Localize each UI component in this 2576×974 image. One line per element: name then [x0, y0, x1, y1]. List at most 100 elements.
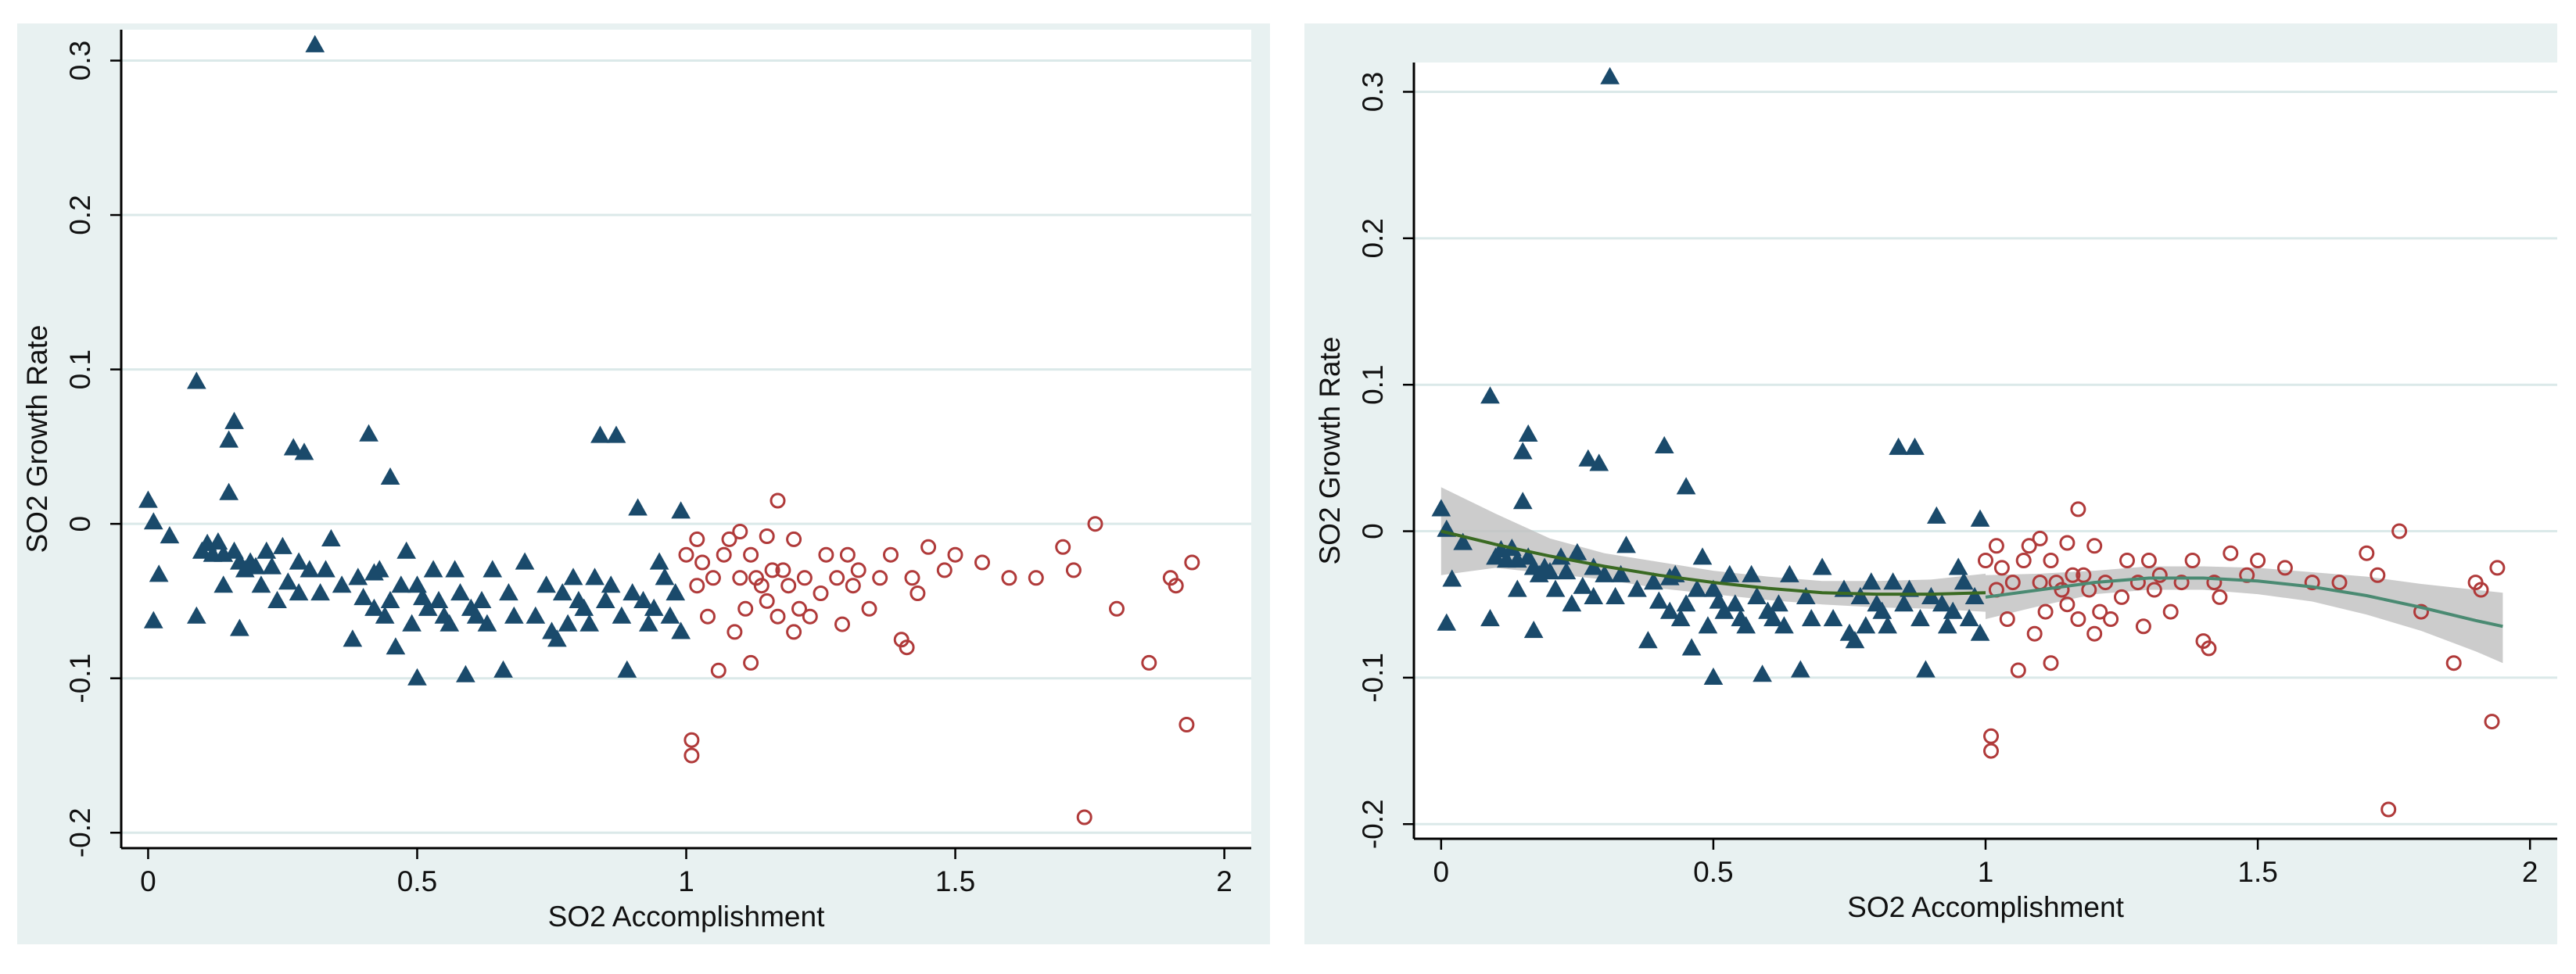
circle-point	[2092, 603, 2108, 620]
triangle-point	[321, 528, 341, 546]
circle-point	[791, 600, 807, 617]
circle-point	[732, 570, 748, 586]
triangle-point	[257, 541, 277, 559]
x-tick-label: 2	[2522, 856, 2538, 888]
triangle-point	[1670, 609, 1691, 627]
triangle-point	[649, 552, 669, 570]
circle-point	[1983, 728, 1999, 744]
circle-point	[737, 600, 754, 617]
circle-point	[1184, 554, 1200, 571]
triangle-point	[617, 660, 637, 678]
y-tick-label: 0.3	[1357, 72, 1389, 112]
circle-point	[2151, 567, 2168, 583]
triangle-point	[666, 583, 686, 601]
x-tick-label: 0	[1433, 856, 1450, 888]
circle-point	[786, 624, 802, 640]
x-tick-label: 1	[1978, 856, 1994, 888]
right-scatter-chart: -0.2 -0.1 0 0.1 0.2 0.3 0 0.5 1 1.5 2 SO2 Accomplis…	[1314, 63, 2557, 923]
triangle-point	[1753, 664, 1772, 682]
triangle-point	[1900, 579, 1919, 597]
y-tick-label: -0.2	[64, 807, 96, 858]
triangle-point	[289, 583, 309, 601]
x-tick-label: 0	[140, 865, 156, 897]
circle-point	[2010, 662, 2026, 679]
circle-point	[1978, 553, 1993, 568]
triangle-point	[606, 425, 626, 443]
circle-point	[683, 732, 700, 748]
triangle-point	[1676, 477, 1696, 495]
circle-point	[694, 554, 711, 571]
y-tick-label: 0.2	[1357, 218, 1389, 258]
triangle-point	[526, 606, 546, 624]
circle-point	[716, 546, 732, 563]
triangle-point	[1480, 386, 1500, 404]
circle-point	[1065, 562, 1082, 578]
triangle-point	[353, 588, 373, 606]
circle-point	[2370, 567, 2386, 583]
circle-point	[2076, 567, 2092, 583]
circle-point	[2086, 625, 2103, 642]
triangle-point	[1861, 572, 1882, 590]
circle-point	[780, 578, 797, 594]
triangle-point	[439, 614, 460, 632]
triangle-point	[579, 614, 599, 632]
circle-point	[775, 562, 791, 578]
triangle-point	[558, 614, 578, 632]
circle-point	[839, 546, 856, 563]
circle-point	[2070, 501, 2086, 517]
triangle-point	[1627, 579, 1647, 597]
triangle-point	[402, 614, 422, 632]
circle-point	[2054, 582, 2070, 598]
triangle-point	[1948, 557, 1968, 575]
triangle-point	[660, 606, 680, 624]
triangle-point	[1644, 572, 1663, 590]
triangle-point	[1774, 616, 1794, 634]
triangle-point	[219, 430, 239, 448]
circle-point	[2021, 538, 2037, 554]
circle-point	[705, 570, 721, 586]
circle-point	[700, 608, 716, 625]
circle-point	[845, 578, 861, 594]
circle-point	[764, 562, 780, 578]
triangle-point	[369, 560, 389, 578]
x-axis-title: SO2 Accomplishment	[1847, 891, 2124, 923]
triangle-point	[1856, 616, 1876, 634]
y-tick-label: 0.2	[64, 195, 96, 235]
triangle-point	[1796, 586, 1816, 604]
triangle-point	[1801, 609, 1821, 627]
circle-point	[2114, 589, 2129, 605]
triangle-point	[429, 590, 449, 608]
fit-line	[1985, 576, 2503, 628]
circle-point	[786, 531, 802, 547]
circle-point	[678, 546, 694, 563]
circle-point	[753, 578, 770, 594]
circle-point	[2359, 545, 2375, 561]
circle-point	[689, 531, 705, 547]
circle-point	[2043, 553, 2059, 568]
triangle-point	[359, 424, 379, 442]
triangle-point	[552, 583, 572, 601]
triangle-point	[1698, 616, 1718, 634]
circle-point	[920, 539, 937, 555]
triangle-point	[639, 614, 658, 632]
triangle-point	[386, 637, 406, 655]
triangle-point	[294, 442, 314, 460]
triangle-point	[1649, 591, 1669, 609]
triangle-point	[316, 560, 335, 578]
x-tick-label: 1.5	[935, 865, 975, 897]
triangle-point	[230, 618, 249, 636]
triangle-point	[622, 583, 642, 601]
circle-point	[2184, 553, 2201, 568]
triangle-point	[1437, 613, 1457, 631]
circle-point	[1028, 570, 1044, 586]
circle-point	[2212, 589, 2228, 605]
triangle-point	[1916, 660, 1936, 678]
circle-point	[947, 546, 963, 563]
triangle-point	[563, 568, 583, 585]
triangle-point	[1872, 601, 1893, 619]
circle-point	[2206, 575, 2223, 591]
triangle-point	[1878, 616, 1897, 634]
triangle-point	[1736, 616, 1756, 634]
triangle-point	[585, 568, 605, 585]
